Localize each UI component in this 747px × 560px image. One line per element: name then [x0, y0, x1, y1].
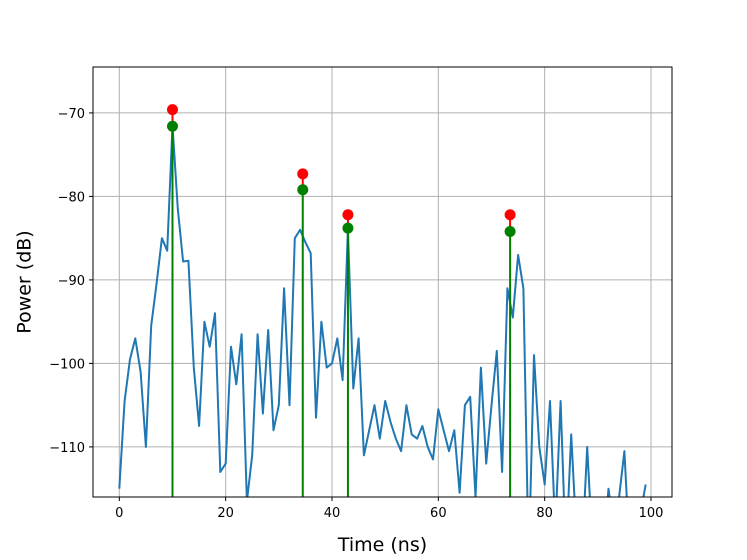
true-marker — [166, 104, 178, 116]
x-tick-label: 40 — [324, 506, 341, 521]
x-tick-label: 80 — [536, 506, 553, 521]
y-tick-label: −100 — [49, 357, 85, 372]
measured-marker — [166, 120, 178, 132]
y-tick-label: −110 — [49, 441, 85, 456]
y-tick-label: −70 — [58, 107, 85, 122]
measured-marker — [504, 225, 516, 237]
y-axis: −110 −100 −90 −80 −70 — [49, 107, 93, 456]
x-axis-label: Time (ns) — [337, 534, 427, 556]
power-profile-line — [118, 124, 647, 497]
x-tick-label: 100 — [639, 506, 664, 521]
y-axis-label: Power (dB) — [14, 230, 36, 333]
x-axis: 0 20 40 60 80 100 — [115, 497, 663, 521]
axes-frame — [92, 66, 673, 498]
true-marker — [342, 209, 354, 221]
y-tick-label: −80 — [58, 190, 85, 205]
x-tick-label: 20 — [217, 506, 234, 521]
x-tick-label: 60 — [430, 506, 447, 521]
true-marker — [504, 209, 516, 221]
y-tick-label: −90 — [58, 274, 85, 289]
measured-marker — [342, 222, 354, 234]
x-tick-label: 0 — [115, 506, 123, 521]
measured-marker — [297, 184, 309, 196]
true-marker — [297, 168, 309, 180]
plot-area — [118, 104, 647, 497]
